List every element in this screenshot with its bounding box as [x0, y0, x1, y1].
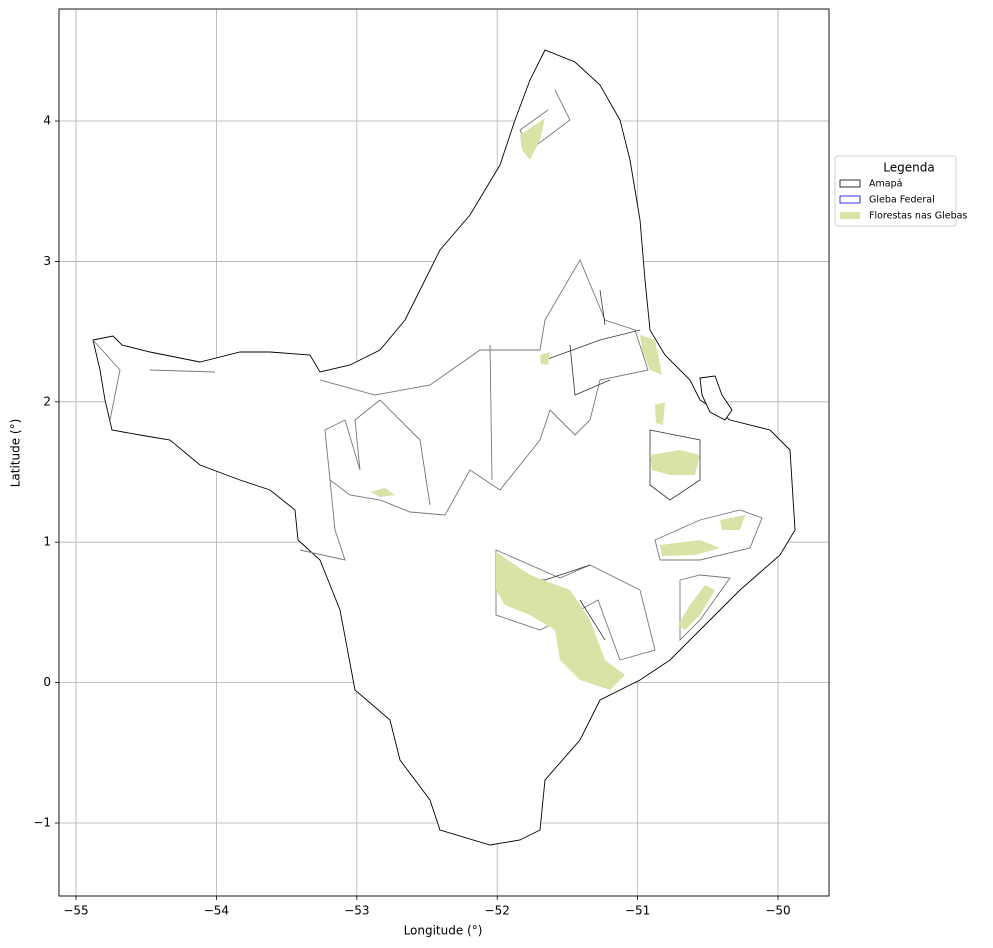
gleba-line: [92, 339, 121, 421]
legend: Legenda Amapá Gleba Federal Florestas nas …: [834, 155, 967, 227]
legend-label: Florestas nas Glebas: [869, 211, 967, 222]
legend-title: Legenda: [883, 161, 934, 175]
gleba-line: [149, 369, 216, 373]
gleba-line: [544, 289, 641, 396]
amapa-outline: [92, 49, 796, 846]
gleba-line: [495, 549, 656, 661]
x-tick-label: −52: [485, 904, 510, 918]
gleba-line: [379, 344, 493, 506]
legend-swatch: [839, 195, 861, 204]
y-tick-label: 1: [43, 535, 51, 549]
amapa-island: [699, 375, 733, 421]
gleba-line: [319, 258, 649, 516]
gleba-line: [299, 479, 346, 561]
gleba-line: [654, 509, 763, 642]
x-tick-label: −50: [765, 904, 790, 918]
legend-swatch: [840, 212, 860, 219]
forest-patch: [496, 552, 625, 690]
ticks: −55 −54 −53 −52 −51 −50 −1 0 1 2 3 4: [33, 114, 790, 918]
legend-label: Gleba Federal: [869, 195, 935, 206]
y-axis-label: Latitude (°): [9, 419, 23, 488]
x-tick-label: −53: [344, 904, 369, 918]
forest-patch: [678, 585, 715, 630]
y-tick-label: 0: [43, 675, 51, 689]
legend-label: Amapá: [869, 179, 902, 190]
x-tick-label: −54: [204, 904, 229, 918]
y-tick-label: −1: [33, 815, 51, 829]
forest-patch: [520, 118, 545, 160]
legend-swatch: [839, 179, 861, 188]
forest-patch: [650, 450, 700, 475]
y-tick-label: 4: [43, 114, 51, 128]
forest-patches: [370, 118, 745, 690]
x-axis-label: Longitude (°): [404, 924, 483, 938]
y-tick-label: 3: [43, 254, 51, 268]
axes-frame: [58, 8, 830, 897]
y-tick-label: 2: [43, 394, 51, 408]
forest-patch: [640, 335, 662, 375]
legend-box: [834, 155, 957, 227]
forest-patch: [660, 515, 745, 556]
map-layers: [92, 49, 796, 846]
x-tick-label: −55: [63, 904, 88, 918]
x-tick-label: −51: [625, 904, 650, 918]
